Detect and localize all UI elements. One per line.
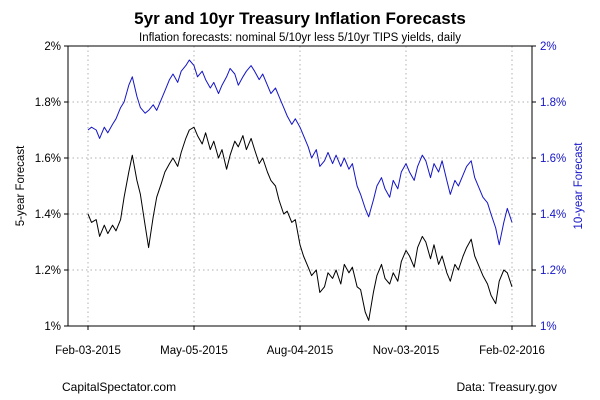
x-axis: Feb-03-2015 May-05-2015 Aug-04-2015 Nov-03-…: [55, 326, 545, 357]
y-axis-right-label: 10-year Forecast: [573, 142, 585, 230]
gridlines: [68, 45, 532, 327]
y-tick-label-left: 1.6%: [35, 153, 61, 165]
y-axis-right: 1% 1.2% 1.4% 1.6% 1.8% 2%: [532, 41, 566, 333]
series-5yr-line: [87, 126, 513, 321]
y-tick-label-left: 2%: [44, 41, 61, 53]
x-tick-label: Feb-02-2016: [479, 345, 545, 357]
y-tick-label-left: 1.4%: [35, 209, 61, 221]
y-axis-left: 1% 1.2% 1.4% 1.6% 1.8% 2%: [35, 41, 68, 333]
y-tick-label-left: 1%: [44, 321, 61, 333]
x-tick-label: Nov-03-2015: [373, 345, 439, 357]
chart-title: 5yr and 10yr Treasury Inflation Forecast…: [134, 9, 466, 28]
y-tick-label-right: 1.8%: [540, 97, 566, 109]
series-10yr-line: [87, 59, 513, 246]
y-tick-label-right: 2%: [540, 41, 557, 53]
x-tick-label: May-05-2015: [160, 345, 228, 357]
y-axis-left-label: 5-year Forecast: [15, 145, 27, 226]
footer-source-site: CapitalSpectator.com: [62, 380, 176, 394]
y-tick-label-right: 1.6%: [540, 153, 566, 165]
x-tick-label: Aug-04-2015: [267, 345, 334, 357]
y-tick-label-right: 1%: [540, 321, 557, 333]
y-tick-label-right: 1.2%: [540, 265, 566, 277]
chart-subtitle: Inflation forecasts: nominal 5/10yr less…: [139, 32, 461, 44]
y-tick-label-left: 1.8%: [35, 97, 61, 109]
series-lines: [87, 59, 513, 321]
footer-data-credit: Data: Treasury.gov: [457, 380, 558, 394]
y-tick-label-right: 1.4%: [540, 209, 566, 221]
x-tick-label: Feb-03-2015: [55, 345, 121, 357]
y-tick-label-left: 1.2%: [35, 265, 61, 277]
